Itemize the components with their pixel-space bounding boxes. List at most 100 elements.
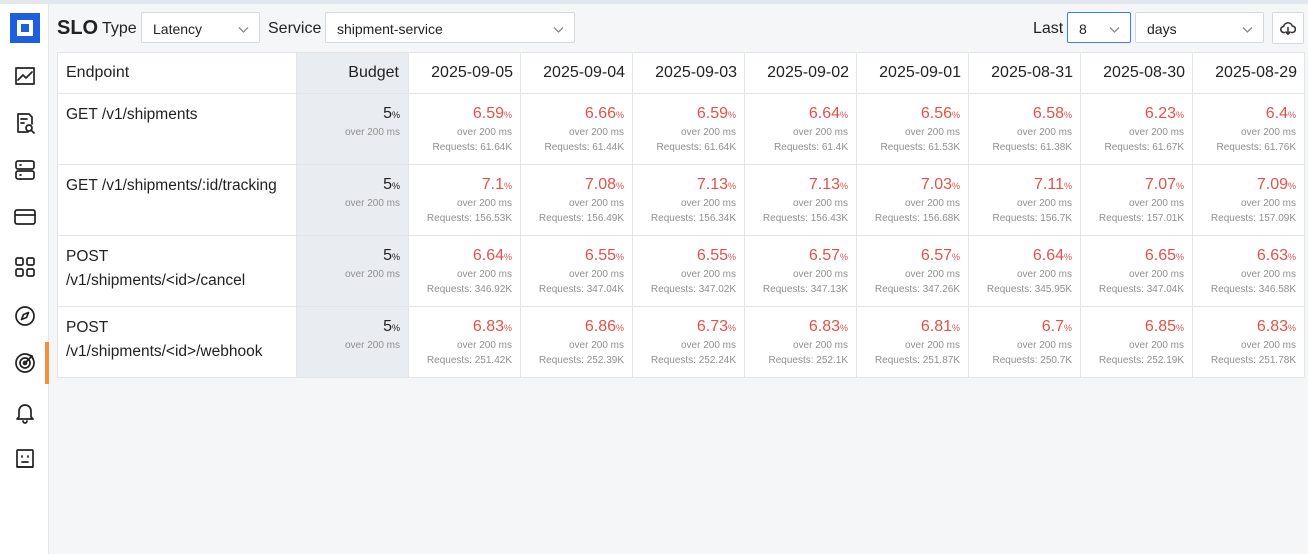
requests-prefix: Requests: [650, 355, 699, 366]
slo-cell[interactable]: 6.55% over 200 ms Requests: 347.02K [632, 235, 745, 307]
requests-count: 347.13K [810, 284, 848, 295]
endpoint-cell[interactable]: POST /v1/shipments/<id>/cancel [57, 235, 297, 307]
service-select-value: shipment-service [337, 21, 443, 37]
endpoint-cell[interactable]: POST /v1/shipments/<id>/webhook [57, 306, 297, 378]
slo-cell[interactable]: 7.08% over 200 ms Requests: 156.49K [520, 164, 633, 236]
requests-count: 157.01K [1146, 213, 1184, 224]
requests-text: Requests: 156.49K [525, 211, 624, 226]
threshold-text: over 200 ms [904, 340, 960, 351]
requests-prefix: Requests: [1098, 284, 1147, 295]
slo-cell[interactable]: 6.23% over 200 ms Requests: 61.67K [1080, 93, 1193, 165]
type-select[interactable]: Latency [141, 12, 260, 43]
slo-cell[interactable]: 6.56% over 200 ms Requests: 61.53K [856, 93, 969, 165]
date-header: 2025-09-02 [744, 52, 857, 94]
requests-count: 61.67K [1152, 142, 1184, 153]
slo-cell[interactable]: 6.58% over 200 ms Requests: 61.38K [968, 93, 1081, 165]
slo-cell[interactable]: 6.57% over 200 ms Requests: 347.26K [856, 235, 969, 307]
endpoint-header: Endpoint [57, 52, 297, 94]
download-button[interactable] [1272, 12, 1304, 44]
requests-prefix: Requests: [762, 213, 811, 224]
robot-icon[interactable] [0, 436, 49, 482]
threshold-text: over 200 ms [680, 127, 736, 138]
budget-cell: 5% over 200 ms [296, 306, 409, 378]
requests-prefix: Requests: [874, 213, 923, 224]
slo-cell[interactable]: 6.66% over 200 ms Requests: 61.44K [520, 93, 633, 165]
slo-value: 7.07 [1144, 176, 1176, 193]
slo-cell[interactable]: 6.64% over 200 ms Requests: 346.92K [408, 235, 521, 307]
slo-cell[interactable]: 6.65% over 200 ms Requests: 347.04K [1080, 235, 1193, 307]
slo-cell[interactable]: 6.64% over 200 ms Requests: 345.95K [968, 235, 1081, 307]
search-document-icon[interactable] [0, 100, 49, 146]
requests-prefix: Requests: [544, 142, 593, 153]
slo-cell[interactable]: 6.59% over 200 ms Requests: 61.64K [408, 93, 521, 165]
percent-sign: % [615, 323, 624, 333]
endpoint-cell[interactable]: GET /v1/shipments [57, 93, 297, 165]
slo-cell[interactable]: 6.86% over 200 ms Requests: 252.39K [520, 306, 633, 378]
slo-cell[interactable]: 7.13% over 200 ms Requests: 156.43K [744, 164, 857, 236]
requests-text: Requests: 156.53K [413, 211, 512, 226]
target-icon[interactable] [0, 340, 49, 386]
requests-text: Requests: 345.95K [973, 282, 1072, 297]
slo-cell[interactable]: 6.83% over 200 ms Requests: 251.42K [408, 306, 521, 378]
threshold-text: over 200 ms [456, 127, 512, 138]
requests-count: 156.43K [810, 213, 848, 224]
requests-count: 251.78K [1258, 355, 1296, 366]
requests-text: Requests: 252.19K [1085, 353, 1184, 368]
date-header: 2025-09-01 [856, 52, 969, 94]
slo-cell[interactable]: 6.64% over 200 ms Requests: 61.4K [744, 93, 857, 165]
slo-value: 6.7 [1041, 318, 1064, 335]
slo-value: 6.64 [808, 105, 840, 122]
slo-cell[interactable]: 6.85% over 200 ms Requests: 252.19K [1080, 306, 1193, 378]
service-select[interactable]: shipment-service [325, 12, 575, 43]
unit-select[interactable]: days [1135, 12, 1264, 43]
slo-cell[interactable]: 7.03% over 200 ms Requests: 156.68K [856, 164, 969, 236]
requests-count: 61.38K [1040, 142, 1072, 153]
percent-sign: % [727, 110, 736, 120]
logo[interactable] [10, 13, 40, 43]
chevron-down-icon [1109, 22, 1120, 33]
slo-cell[interactable]: 7.13% over 200 ms Requests: 156.34K [632, 164, 745, 236]
slo-cell[interactable]: 7.11% over 200 ms Requests: 156.7K [968, 164, 1081, 236]
slo-cell[interactable]: 6.83% over 200 ms Requests: 252.1K [744, 306, 857, 378]
bell-icon[interactable] [0, 389, 49, 435]
percent-sign: % [1063, 252, 1072, 262]
compass-icon[interactable] [0, 293, 49, 339]
slo-value: 6.4 [1265, 105, 1288, 122]
server-icon[interactable] [0, 147, 49, 193]
slo-cell[interactable]: 6.59% over 200 ms Requests: 61.64K [632, 93, 745, 165]
type-label: Type [102, 20, 137, 37]
slo-cell[interactable]: 6.83% over 200 ms Requests: 251.78K [1192, 306, 1305, 378]
slo-cell[interactable]: 7.07% over 200 ms Requests: 157.01K [1080, 164, 1193, 236]
endpoint-cell[interactable]: GET /v1/shipments/:id/tracking [57, 164, 297, 236]
slo-cell[interactable]: 6.81% over 200 ms Requests: 251.87K [856, 306, 969, 378]
apps-grid-icon[interactable] [0, 244, 49, 290]
requests-count: 345.95K [1034, 284, 1072, 295]
slo-cell[interactable]: 6.57% over 200 ms Requests: 347.13K [744, 235, 857, 307]
chart-line-icon[interactable] [0, 53, 49, 99]
percent-sign: % [1175, 181, 1184, 191]
last-count-select[interactable]: 8 [1067, 12, 1131, 43]
slo-cell[interactable]: 6.7% over 200 ms Requests: 250.7K [968, 306, 1081, 378]
slo-cell[interactable]: 6.63% over 200 ms Requests: 346.58K [1192, 235, 1305, 307]
chevron-down-icon [1242, 22, 1253, 33]
threshold-text: over 200 ms [1240, 127, 1296, 138]
slo-cell[interactable]: 7.1% over 200 ms Requests: 156.53K [408, 164, 521, 236]
slo-cell[interactable]: 6.55% over 200 ms Requests: 347.04K [520, 235, 633, 307]
slo-value: 6.83 [808, 318, 840, 335]
slo-cell[interactable]: 7.09% over 200 ms Requests: 157.09K [1192, 164, 1305, 236]
percent-sign: % [503, 252, 512, 262]
requests-prefix: Requests: [992, 142, 1041, 153]
threshold-text: over 200 ms [568, 198, 624, 209]
threshold-text: over 200 ms [1240, 340, 1296, 351]
percent-sign: % [391, 110, 400, 120]
credit-card-icon[interactable] [0, 194, 49, 240]
last-label: Last [1033, 20, 1064, 37]
slo-value: 6.86 [584, 318, 616, 335]
slo-value: 6.57 [808, 247, 840, 264]
slo-cell[interactable]: 6.4% over 200 ms Requests: 61.76K [1192, 93, 1305, 165]
slo-value: 7.1 [481, 176, 504, 193]
requests-count: 61.53K [928, 142, 960, 153]
percent-sign: % [1287, 181, 1296, 191]
slo-cell[interactable]: 6.73% over 200 ms Requests: 252.24K [632, 306, 745, 378]
threshold-text: over 200 ms [344, 340, 400, 351]
